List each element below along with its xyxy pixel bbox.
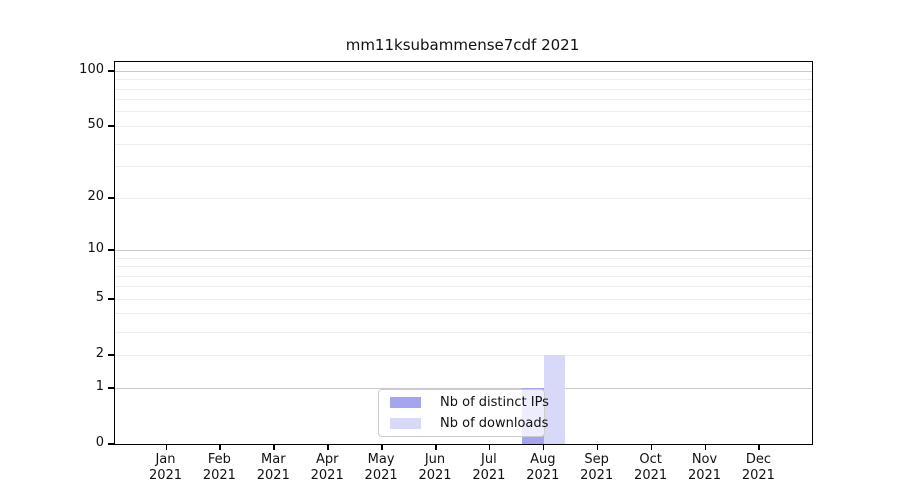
y-tick-label-0: 0 (95, 435, 104, 450)
y-tick-0 (108, 443, 114, 445)
bar-downloads-aug (543, 355, 566, 444)
x-tick-apr (327, 444, 329, 450)
x-tick-oct (650, 444, 653, 450)
y-tick-2 (108, 354, 114, 356)
x-tick-feb (219, 444, 221, 450)
y-tick-20 (108, 197, 114, 199)
legend: Nb of distinct IPs Nb of downloads (378, 389, 549, 437)
chart-title: mm11ksubammense7cdf 2021 (345, 36, 580, 54)
x-tick-label-may: May 2021 (364, 452, 398, 483)
legend-label-downloads: Nb of downloads (440, 416, 549, 431)
x-tick-nov (704, 444, 706, 450)
x-tick-dec (758, 444, 760, 450)
gridline-1 (115, 387, 812, 389)
y-tick-label-10: 10 (87, 241, 104, 257)
x-tick-jan (165, 444, 167, 450)
gridline-30 (115, 166, 812, 168)
y-tick-1 (108, 387, 114, 389)
x-tick-label-apr: Apr 2021 (310, 452, 344, 483)
legend-label-distinct-ips: Nb of distinct IPs (440, 395, 549, 410)
gridline-9 (115, 257, 812, 259)
x-tick-sep (596, 444, 599, 450)
x-tick-label-mar: Mar 2021 (256, 452, 290, 483)
x-tick-label-jan: Jan 2021 (148, 452, 183, 483)
x-tick-label-sep: Sep 2021 (580, 452, 614, 483)
x-tick-label-jul: Jul 2021 (472, 452, 506, 483)
gridline-4 (115, 313, 812, 315)
gridline-8 (115, 266, 812, 267)
gridline-10 (115, 249, 812, 251)
y-tick-5 (108, 298, 114, 300)
x-tick-mar (273, 444, 275, 450)
y-tick-label-50: 50 (87, 117, 104, 133)
gridline-6 (115, 286, 812, 288)
gridline-40 (115, 143, 812, 145)
gridline-5 (115, 298, 812, 300)
x-tick-label-nov: Nov 2021 (687, 452, 722, 483)
plot-area (114, 61, 813, 445)
x-tick-may (381, 444, 383, 450)
y-tick-label-2: 2 (95, 346, 104, 362)
x-tick-label-dec: Dec 2021 (741, 452, 775, 483)
gridline-2 (115, 354, 812, 356)
x-tick-jul (488, 444, 491, 450)
x-tick-label-jun: Jun 2021 (418, 452, 452, 483)
y-tick-10 (108, 249, 114, 251)
x-tick-label-feb: Feb 2021 (202, 452, 236, 483)
x-tick-label-oct: Oct 2021 (634, 452, 668, 483)
y-tick-label-100: 100 (79, 62, 104, 78)
y-tick-50 (108, 125, 114, 127)
x-tick-jun (435, 444, 437, 450)
x-tick-aug (542, 444, 545, 450)
y-tick-100 (108, 70, 114, 72)
gridline-50 (115, 125, 812, 127)
x-tick-label-aug: Aug 2021 (526, 452, 560, 483)
gridline-80 (115, 88, 812, 90)
gridline-7 (115, 275, 812, 277)
gridline-60 (115, 111, 812, 113)
y-tick-label-1: 1 (95, 379, 104, 394)
y-tick-label-5: 5 (95, 290, 104, 306)
y-tick-label-20: 20 (87, 189, 104, 205)
distinct-ips-swatch (390, 397, 421, 408)
downloads-swatch (390, 418, 421, 429)
gridline-90 (115, 79, 812, 81)
gridline-3 (115, 331, 812, 333)
gridline-70 (115, 99, 812, 101)
gridline-100 (115, 70, 812, 72)
gridline-20 (115, 197, 812, 199)
